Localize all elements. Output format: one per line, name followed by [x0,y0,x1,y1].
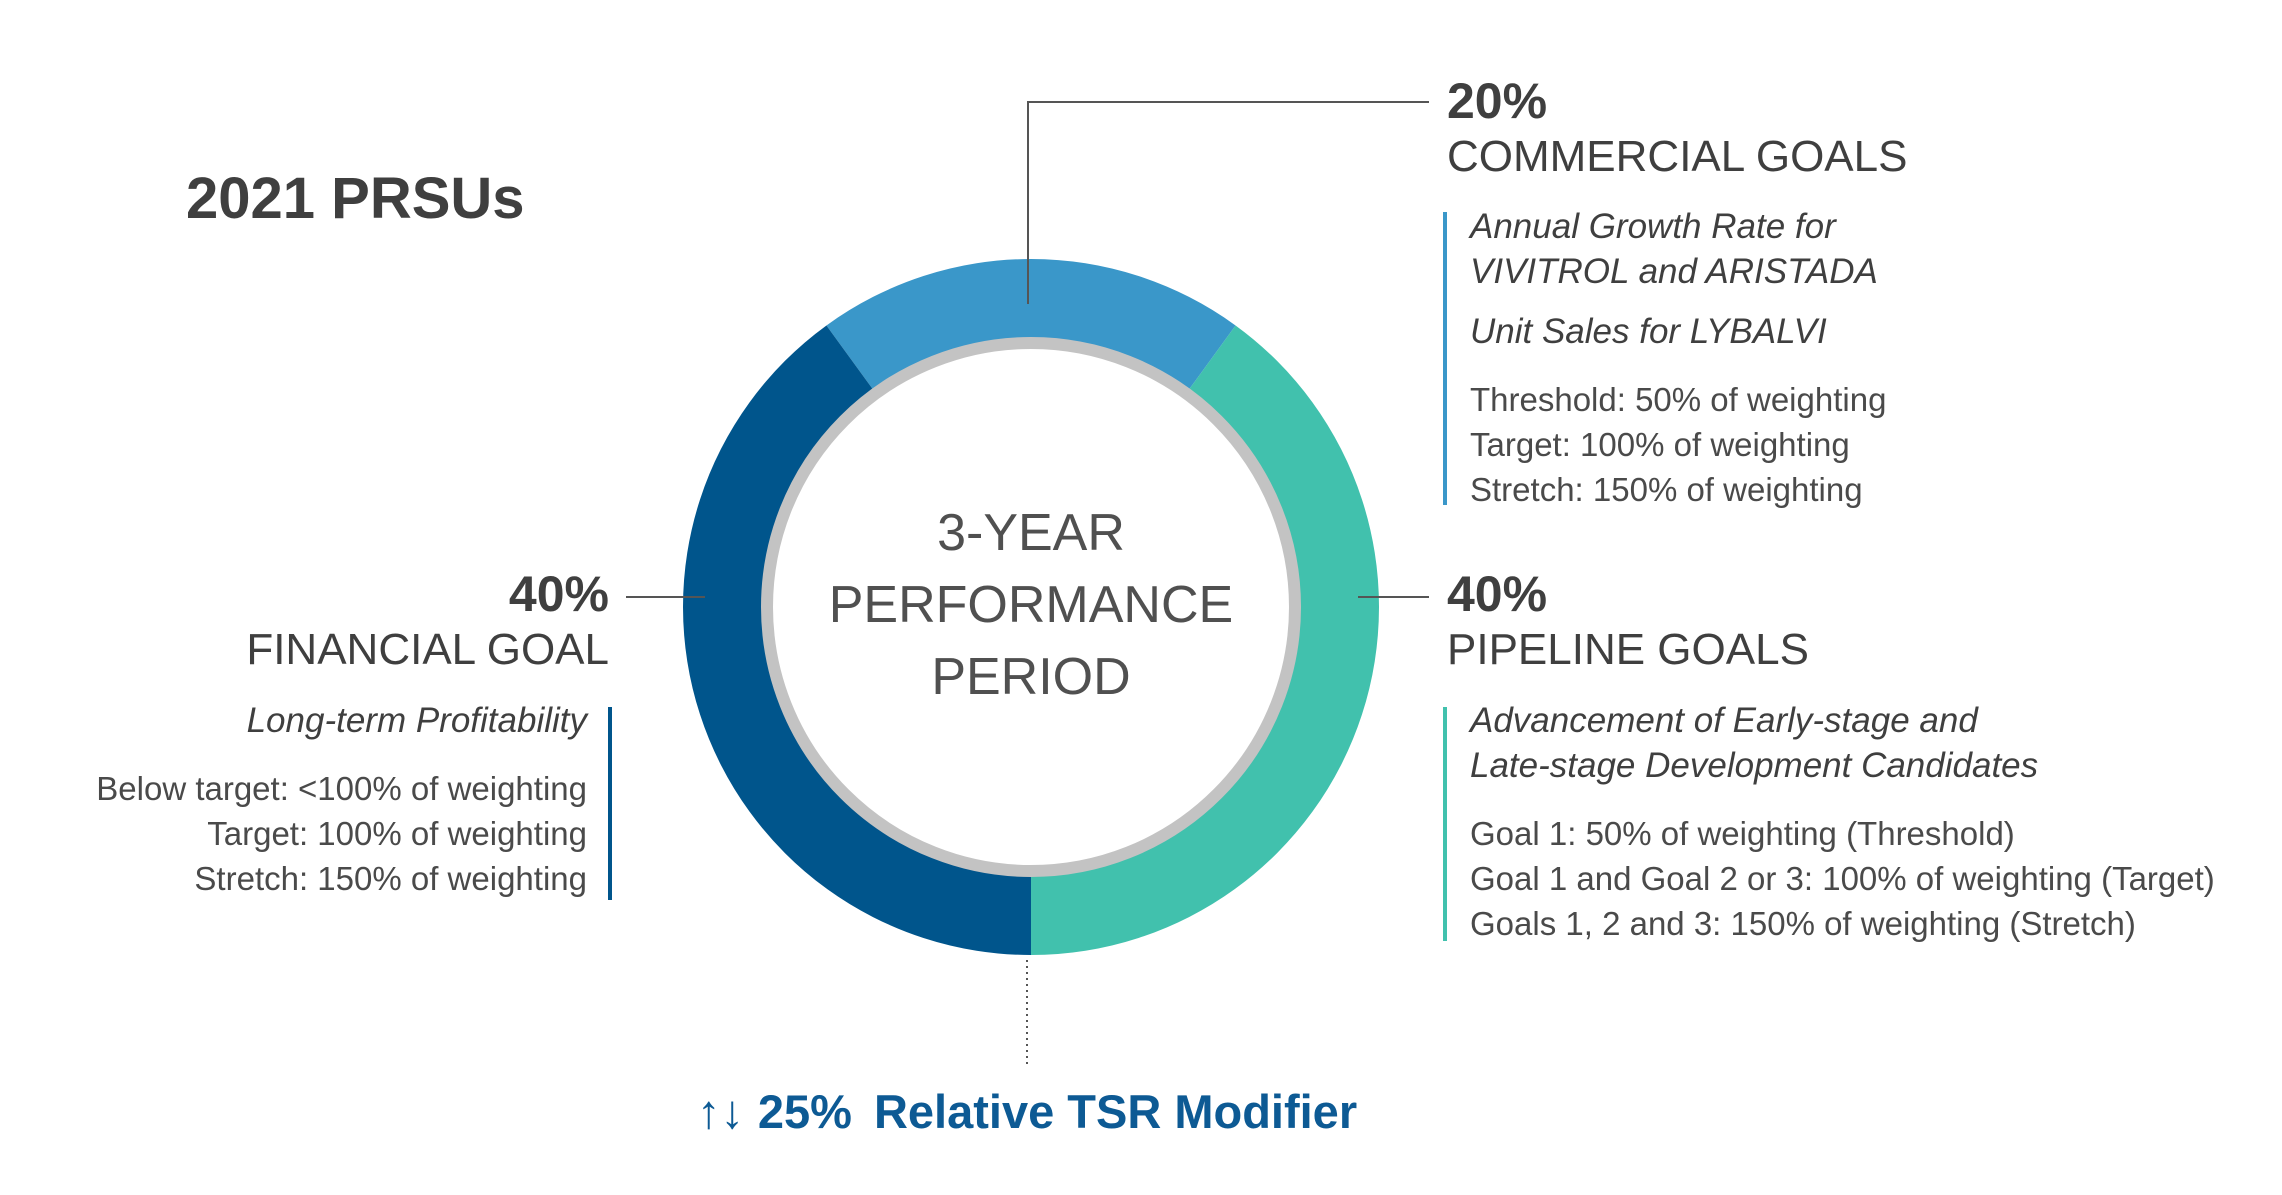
modifier-label: Relative TSR Modifier [874,1085,1357,1138]
pipeline-pct: 40% [1447,566,1547,622]
financial-goal-block: 40% FINANCIAL GOAL Long-term Profitabili… [96,566,612,900]
pipeline-metric: Advancement of Early-stage and [1468,701,1979,740]
commercial-bar [1443,212,1447,505]
up-down-arrows-icon: ↑↓ [697,1085,744,1138]
pipeline-heading: PIPELINE GOALS [1447,625,1809,674]
financial-segment [683,325,1031,955]
modifier-pct: 25% [758,1085,852,1138]
center-label-line: 3-YEAR [937,504,1125,562]
pipeline-level: Goal 1: 50% of weighting (Threshold) [1470,815,2015,852]
financial-level: Target: 100% of weighting [207,815,587,852]
tsr-modifier: ↑↓ 25% Relative TSR Modifier [697,1085,1357,1138]
pipeline-segment [1031,325,1379,955]
pipeline-bar [1443,707,1447,941]
commercial-goals-block: 20% COMMERCIAL GOALS Annual Growth Rate … [1443,73,1907,508]
commercial-level: Target: 100% of weighting [1470,426,1850,463]
financial-metric: Long-term Profitability [247,701,590,740]
commercial-leader-line [1027,101,1429,304]
pipeline-level: Goals 1, 2 and 3: 150% of weighting (Str… [1470,905,2136,942]
financial-bar [608,707,612,900]
page-title: 2021 PRSUs [186,166,525,231]
financial-pct: 40% [509,566,609,622]
commercial-metric: Annual Growth Rate for [1468,207,1837,246]
commercial-heading: COMMERCIAL GOALS [1447,132,1907,181]
pipeline-metric: Late-stage Development Candidates [1470,746,2038,785]
financial-heading: FINANCIAL GOAL [246,625,609,674]
commercial-level: Stretch: 150% of weighting [1470,471,1863,508]
commercial-metric: VIVITROL and ARISTADA [1470,252,1878,291]
commercial-level: Threshold: 50% of weighting [1470,381,1886,418]
commercial-metric: Unit Sales for LYBALVI [1470,312,1827,351]
financial-level: Stretch: 150% of weighting [194,860,587,897]
financial-level: Below target: <100% of weighting [96,770,587,807]
center-label-line: PERFORMANCE [829,576,1233,634]
pipeline-goals-block: 40% PIPELINE GOALS Advancement of Early-… [1443,566,2215,942]
commercial-pct: 20% [1447,73,1547,129]
center-label: 3-YEAR PERFORMANCE PERIOD [829,504,1233,706]
center-label-line: PERIOD [931,648,1130,706]
pipeline-level: Goal 1 and Goal 2 or 3: 100% of weightin… [1470,860,2215,897]
center-ring [761,337,1301,877]
